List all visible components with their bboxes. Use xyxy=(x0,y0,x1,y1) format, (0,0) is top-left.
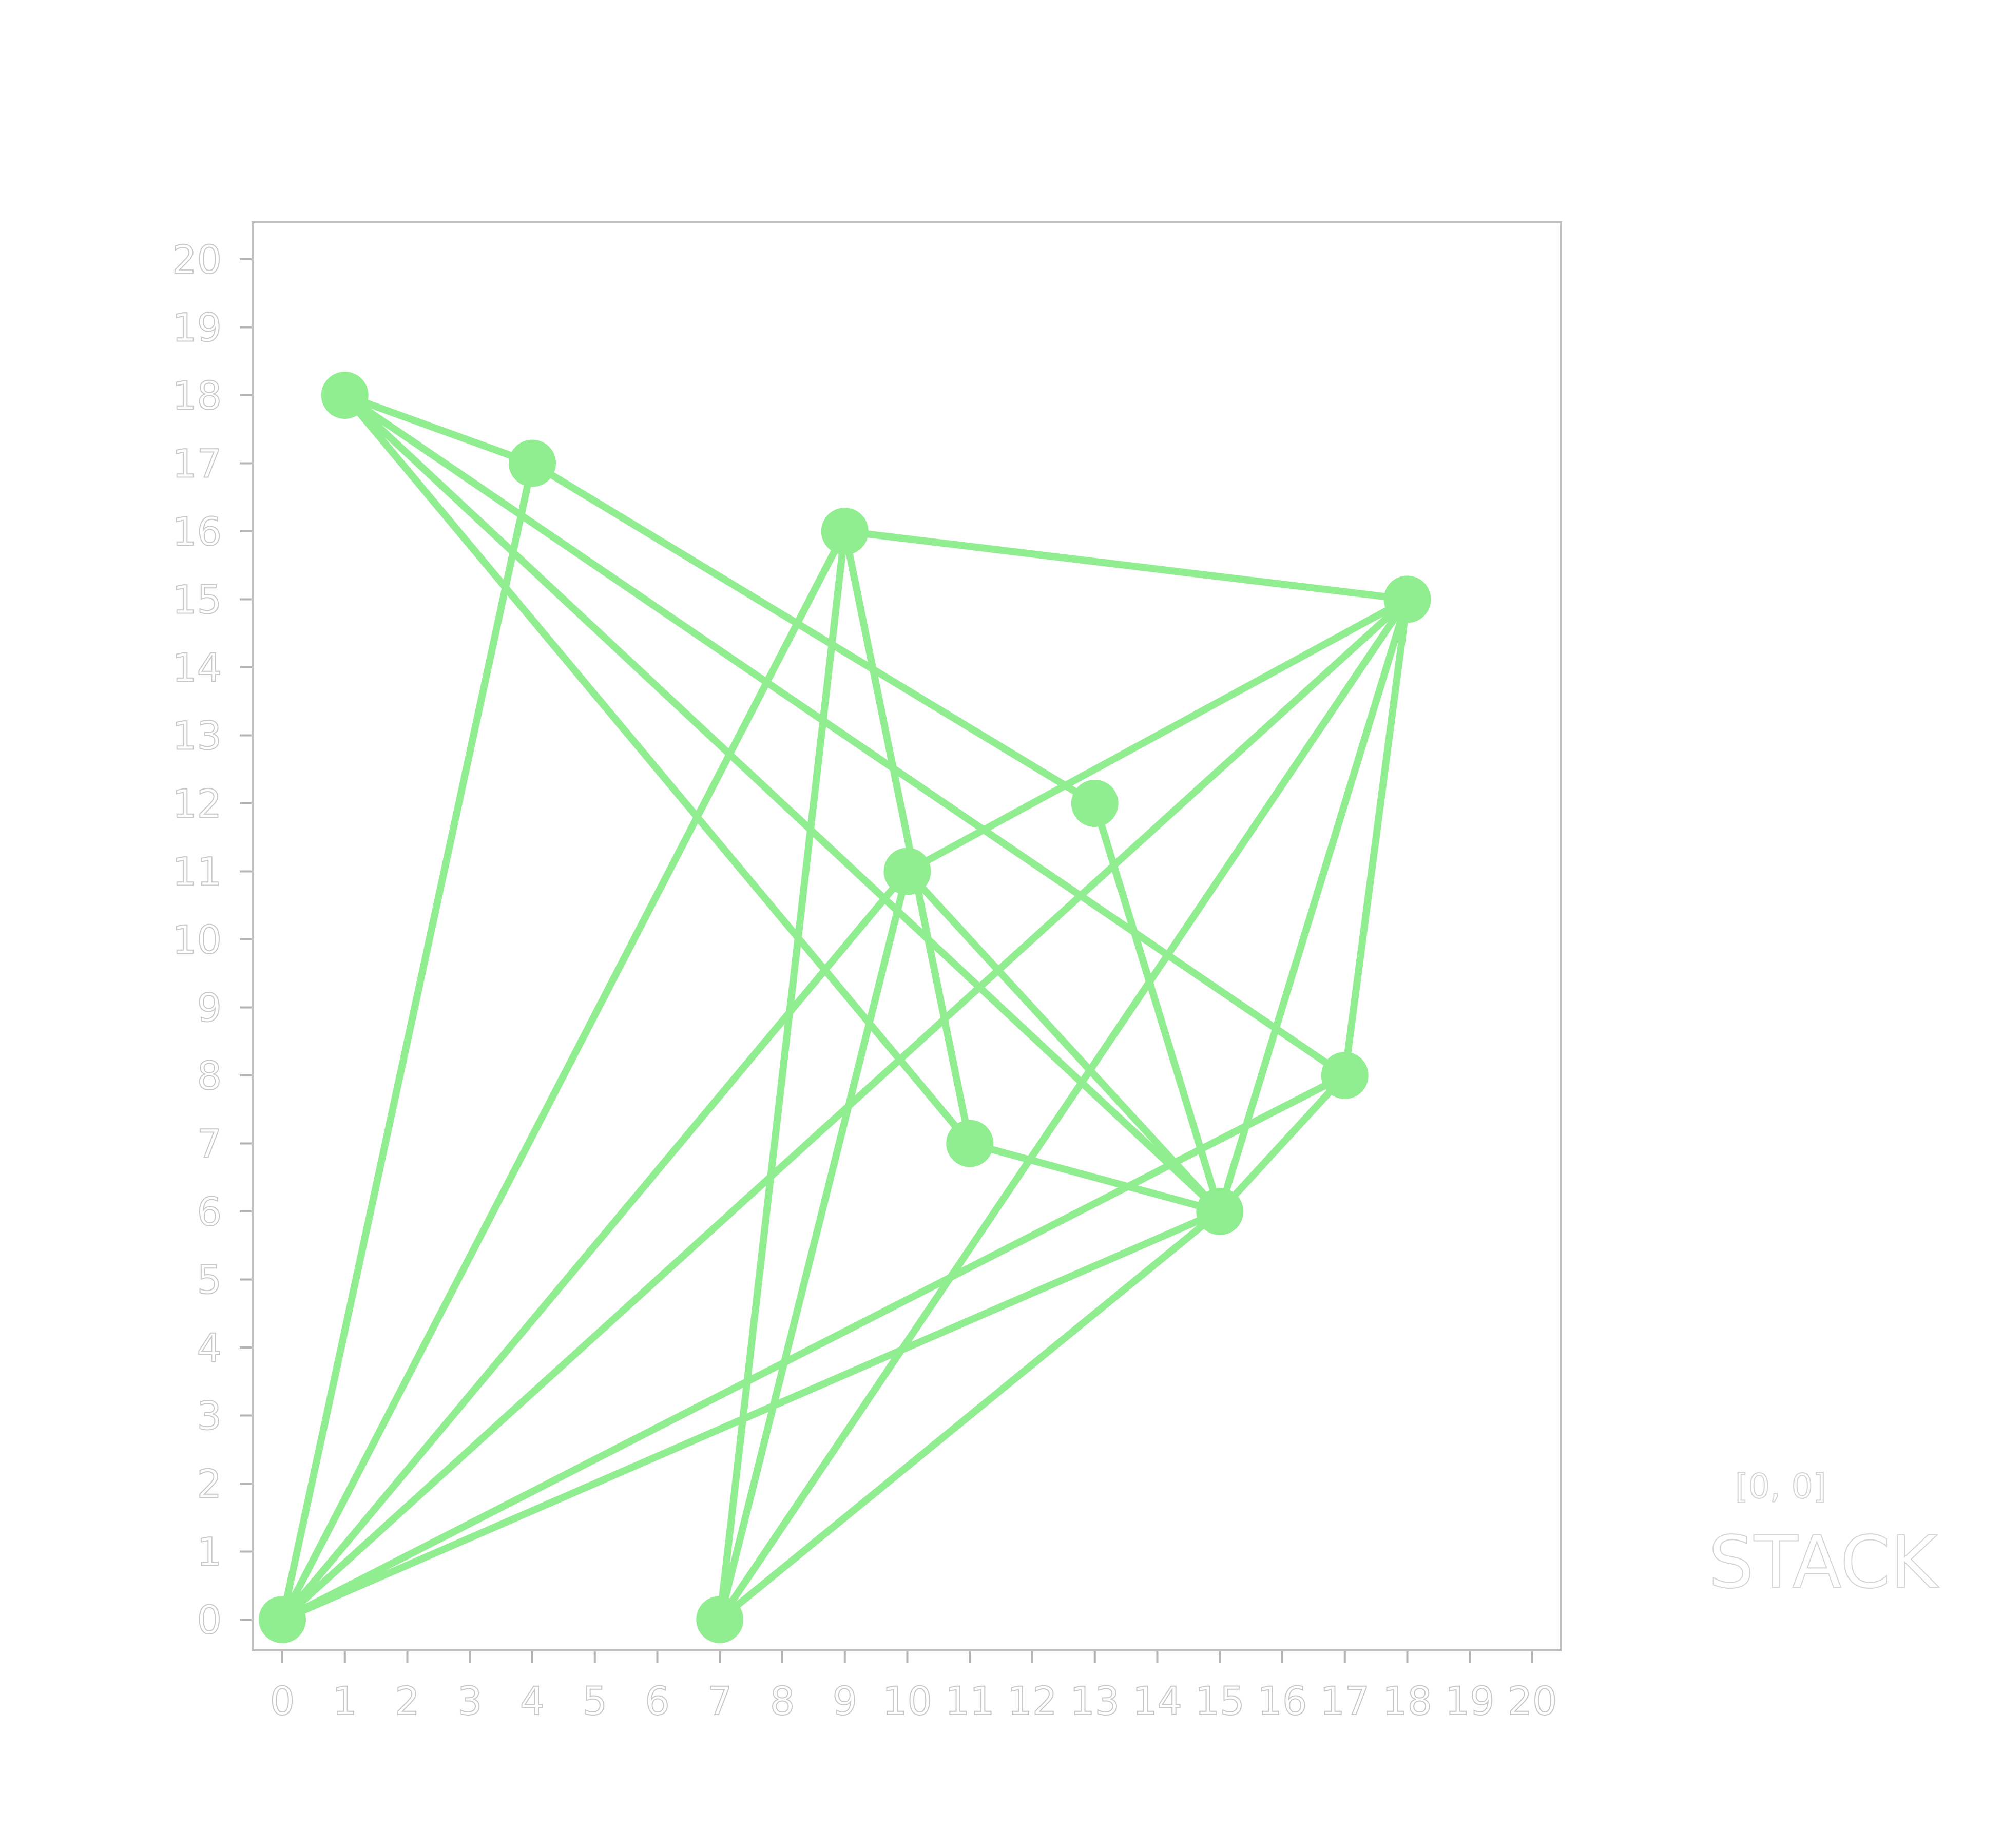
x-tick-label: 9 xyxy=(833,1678,857,1724)
graph-node-n0 xyxy=(259,1596,306,1643)
y-tick-label: 7 xyxy=(197,1121,222,1167)
y-tick-label: 3 xyxy=(197,1393,222,1439)
x-tick-label: 4 xyxy=(520,1678,545,1724)
edge-n9-n0 xyxy=(282,1075,1345,1620)
edge-n1-n6 xyxy=(345,395,970,1144)
y-tick-label: 18 xyxy=(172,373,222,418)
x-tick-label: 3 xyxy=(457,1678,482,1724)
x-tick-label: 11 xyxy=(945,1678,995,1724)
graph-node-n7 xyxy=(1071,780,1119,827)
edge-n10-n9 xyxy=(1345,600,1408,1076)
y-tick-label: 14 xyxy=(172,645,222,690)
y-tick-label: 9 xyxy=(197,985,222,1031)
edge-n8-n0 xyxy=(282,1211,1220,1620)
x-tick-label: 19 xyxy=(1445,1678,1495,1724)
graph-node-n3 xyxy=(696,1596,743,1643)
x-tick-label: 15 xyxy=(1195,1678,1245,1724)
y-tick-label: 13 xyxy=(172,713,222,759)
x-tick-label: 16 xyxy=(1258,1678,1307,1724)
y-tick-label: 15 xyxy=(172,577,222,623)
edge-n10-n8 xyxy=(1220,600,1407,1212)
stack-label: STACK xyxy=(1708,1521,1939,1605)
y-tick-label: 20 xyxy=(172,237,222,282)
graph-node-n2 xyxy=(509,440,556,487)
y-tick-label: 19 xyxy=(172,305,222,351)
edge-n2-n0 xyxy=(282,464,532,1620)
y-tick-label: 8 xyxy=(197,1053,222,1099)
edge-n8-n3 xyxy=(720,1211,1220,1620)
x-tick-label: 14 xyxy=(1132,1678,1182,1724)
x-tick-label: 5 xyxy=(583,1678,607,1724)
stack-widget: [0, 0] STACK xyxy=(1708,1467,1939,1605)
edge-n1-n9 xyxy=(345,395,1345,1075)
y-tick-label: 17 xyxy=(172,441,222,487)
x-tick-label: 17 xyxy=(1320,1678,1370,1724)
graph-node-n5 xyxy=(884,848,931,895)
x-tick-label: 7 xyxy=(707,1678,732,1724)
y-tick-label: 2 xyxy=(197,1461,222,1507)
graph-node-n4 xyxy=(821,508,869,555)
y-tick-label: 16 xyxy=(172,509,222,554)
y-tick-label: 1 xyxy=(197,1529,222,1575)
y-tick-label: 4 xyxy=(197,1325,222,1371)
stack-coords: [0, 0] xyxy=(1735,1467,1826,1506)
graph-node-n6 xyxy=(946,1120,993,1167)
x-tick-label: 2 xyxy=(395,1678,419,1724)
edge-n2-n7 xyxy=(532,464,1095,804)
x-tick-label: 13 xyxy=(1070,1678,1120,1724)
graph-node-n1 xyxy=(321,372,369,419)
x-tick-label: 10 xyxy=(882,1678,932,1724)
x-tick-label: 18 xyxy=(1382,1678,1432,1724)
graph-node-n10 xyxy=(1384,576,1431,623)
graph-node-n9 xyxy=(1321,1052,1369,1099)
graph-node-n8 xyxy=(1196,1188,1243,1235)
y-tick-label: 0 xyxy=(197,1597,222,1643)
x-tick-label: 12 xyxy=(1008,1678,1057,1724)
x-tick-label: 1 xyxy=(333,1678,357,1724)
edges xyxy=(282,395,1408,1620)
x-tick-label: 8 xyxy=(770,1678,795,1724)
x-tick-label: 0 xyxy=(270,1678,295,1724)
edge-n4-n10 xyxy=(845,531,1408,600)
x-tick-label: 20 xyxy=(1508,1678,1557,1724)
y-tick-label: 5 xyxy=(197,1257,222,1303)
x-tick-label: 6 xyxy=(645,1678,669,1724)
y-tick-label: 12 xyxy=(172,781,222,826)
y-tick-label: 11 xyxy=(172,849,222,895)
y-tick-label: 10 xyxy=(172,917,222,962)
y-tick-label: 6 xyxy=(197,1189,222,1235)
